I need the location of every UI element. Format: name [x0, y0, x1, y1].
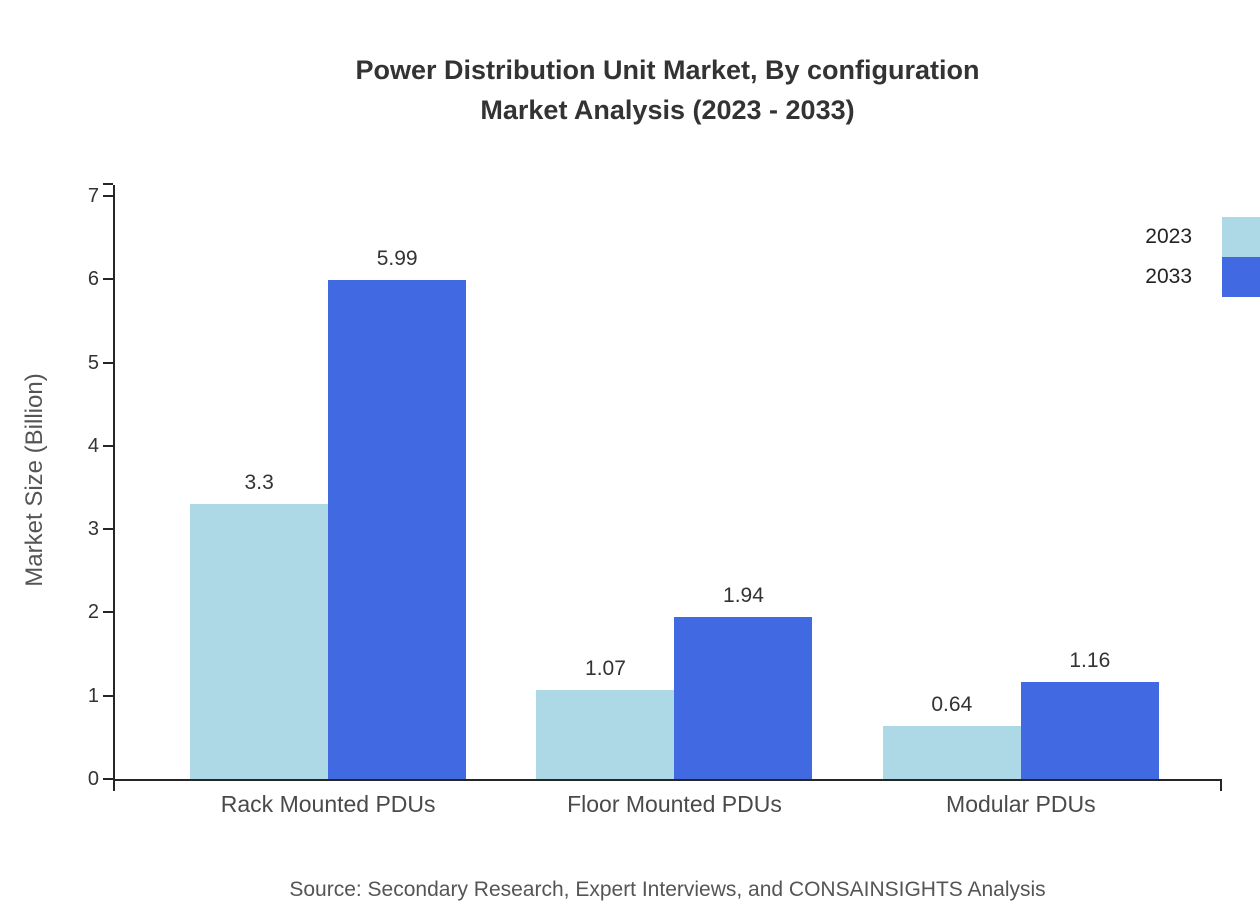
- y-tick-mark: [103, 444, 113, 447]
- source-note: Source: Secondary Research, Expert Inter…: [289, 878, 1046, 901]
- bar-value-label: 1.07: [585, 656, 626, 680]
- legend: 2023 2033: [1145, 217, 1260, 297]
- y-tick-label: 7: [87, 185, 99, 207]
- bar-groups: 3.3 5.99 Rack Mounted PDUs 1.07 1.94 Floor Mo…: [115, 185, 1222, 817]
- bar-value-label: 1.94: [723, 584, 764, 608]
- legend-item: 2033: [1145, 257, 1260, 297]
- y-tick-label: 6: [87, 268, 99, 291]
- chart-title-line-1: Power Distribution Unit Market, By confi…: [355, 55, 980, 85]
- bar-value-label: 3.3: [244, 471, 274, 495]
- category-label: Rack Mounted PDUs: [220, 791, 436, 817]
- y-tick-mark: [103, 278, 113, 281]
- legend-label: 2033: [1145, 265, 1192, 288]
- bar-group: 0.64 1.16 Modular PDUs: [848, 185, 1194, 817]
- category-label: Modular PDUs: [946, 791, 1096, 817]
- bar-value-label: 0.64: [931, 692, 973, 716]
- legend-item: 2023: [1145, 217, 1260, 257]
- y-tick-mark: [103, 694, 113, 697]
- y-tick-label: 5: [87, 351, 99, 374]
- y-tick-label: 1: [87, 684, 99, 707]
- bar-2033: 5.99: [328, 247, 467, 779]
- y-tick-label: 3: [87, 518, 99, 541]
- bar-2033: 1.94: [674, 584, 813, 779]
- x-axis-left-end-tick: [113, 781, 115, 791]
- y-axis-title: Market Size (Billion): [21, 373, 48, 587]
- legend-swatch: [1222, 217, 1260, 257]
- bar-value-label: 5.99: [376, 247, 418, 271]
- chart-title: Power Distribution Unit Market, By confi…: [113, 50, 1222, 130]
- legend-swatch: [1222, 257, 1260, 297]
- bar-2023: 1.07: [536, 657, 675, 779]
- y-axis-ticks: 0 1 2 3 4 5 6 7: [88, 185, 1222, 790]
- y-tick-mark: [103, 778, 113, 780]
- bar-2023: 3.3: [190, 471, 329, 779]
- bar-2033: 1.16: [1020, 649, 1159, 779]
- y-tick-mark: [103, 361, 113, 364]
- y-tick-label: 4: [87, 434, 99, 457]
- y-tick-mark: [103, 528, 113, 531]
- legend-label: 2023: [1145, 225, 1192, 248]
- y-tick-label: 0: [87, 768, 99, 790]
- bar-value-label: 1.16: [1069, 649, 1111, 673]
- y-tick-mark: [103, 611, 113, 614]
- y-tick-label: 2: [87, 601, 99, 624]
- plot-area: 0 1 2 3 4 5 6 7 3.3 5.99 Rack Mounted PDUs 1.07 1.9…: [88, 183, 1222, 817]
- bar-2023: 0.64: [882, 693, 1021, 779]
- y-tick-mark: [103, 195, 113, 197]
- category-label: Floor Mounted PDUs: [567, 791, 782, 817]
- bar-group: 3.3 5.99 Rack Mounted PDUs: [155, 185, 501, 817]
- chart-title-line-2: Market Analysis (2023 - 2033): [480, 95, 855, 125]
- bar-group: 1.07 1.94 Floor Mounted PDUs: [501, 185, 847, 817]
